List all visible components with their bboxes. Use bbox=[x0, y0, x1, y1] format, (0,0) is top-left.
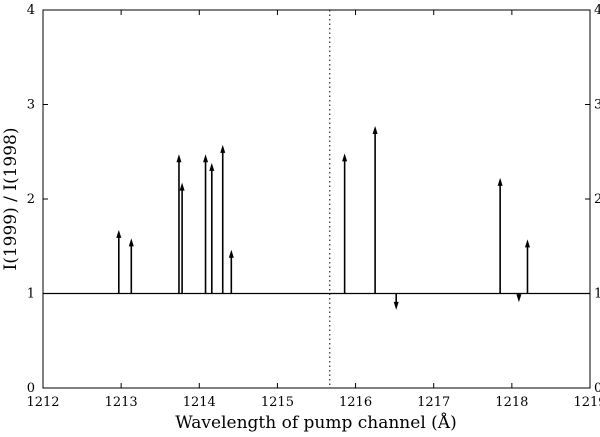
data-point bbox=[209, 162, 215, 171]
y-tick-label-right: 1 bbox=[594, 287, 600, 302]
x-axis-title: Wavelength of pump channel (Å) bbox=[175, 412, 456, 433]
data-point bbox=[179, 182, 185, 191]
data-point bbox=[516, 294, 522, 303]
x-tick-label: 1216 bbox=[339, 395, 372, 410]
data-point bbox=[128, 238, 134, 247]
y-tick-label-left: 4 bbox=[27, 3, 35, 18]
y-tick-label-left: 3 bbox=[27, 98, 35, 113]
y-tick-label-right: 2 bbox=[594, 192, 600, 207]
y-tick-label-right: 4 bbox=[594, 3, 600, 18]
y-tick-label-left: 2 bbox=[27, 192, 35, 207]
y-tick-label-left: 1 bbox=[27, 287, 35, 302]
data-point bbox=[116, 229, 122, 238]
y-tick-label-right: 0 bbox=[594, 381, 600, 396]
x-tick-label: 1212 bbox=[26, 395, 59, 410]
data-point bbox=[342, 153, 348, 162]
data-point bbox=[203, 154, 209, 163]
x-tick-label: 1219 bbox=[573, 395, 600, 410]
x-tick-label: 1213 bbox=[105, 395, 138, 410]
x-tick-label: 1217 bbox=[417, 395, 450, 410]
data-point bbox=[497, 177, 503, 186]
x-tick-label: 1215 bbox=[261, 395, 294, 410]
data-point bbox=[524, 239, 530, 248]
y-tick-label-right: 3 bbox=[594, 98, 600, 113]
data-point bbox=[176, 154, 182, 163]
y-tick-label-left: 0 bbox=[27, 381, 35, 396]
y-axis-title: I(1999) / I(1998) bbox=[1, 127, 21, 270]
data-point bbox=[372, 125, 378, 134]
data-point bbox=[228, 249, 234, 258]
data-point bbox=[393, 301, 399, 310]
x-tick-label: 1214 bbox=[183, 395, 216, 410]
data-point bbox=[220, 144, 226, 153]
x-tick-label: 1218 bbox=[495, 395, 528, 410]
plot-frame bbox=[42, 9, 591, 389]
